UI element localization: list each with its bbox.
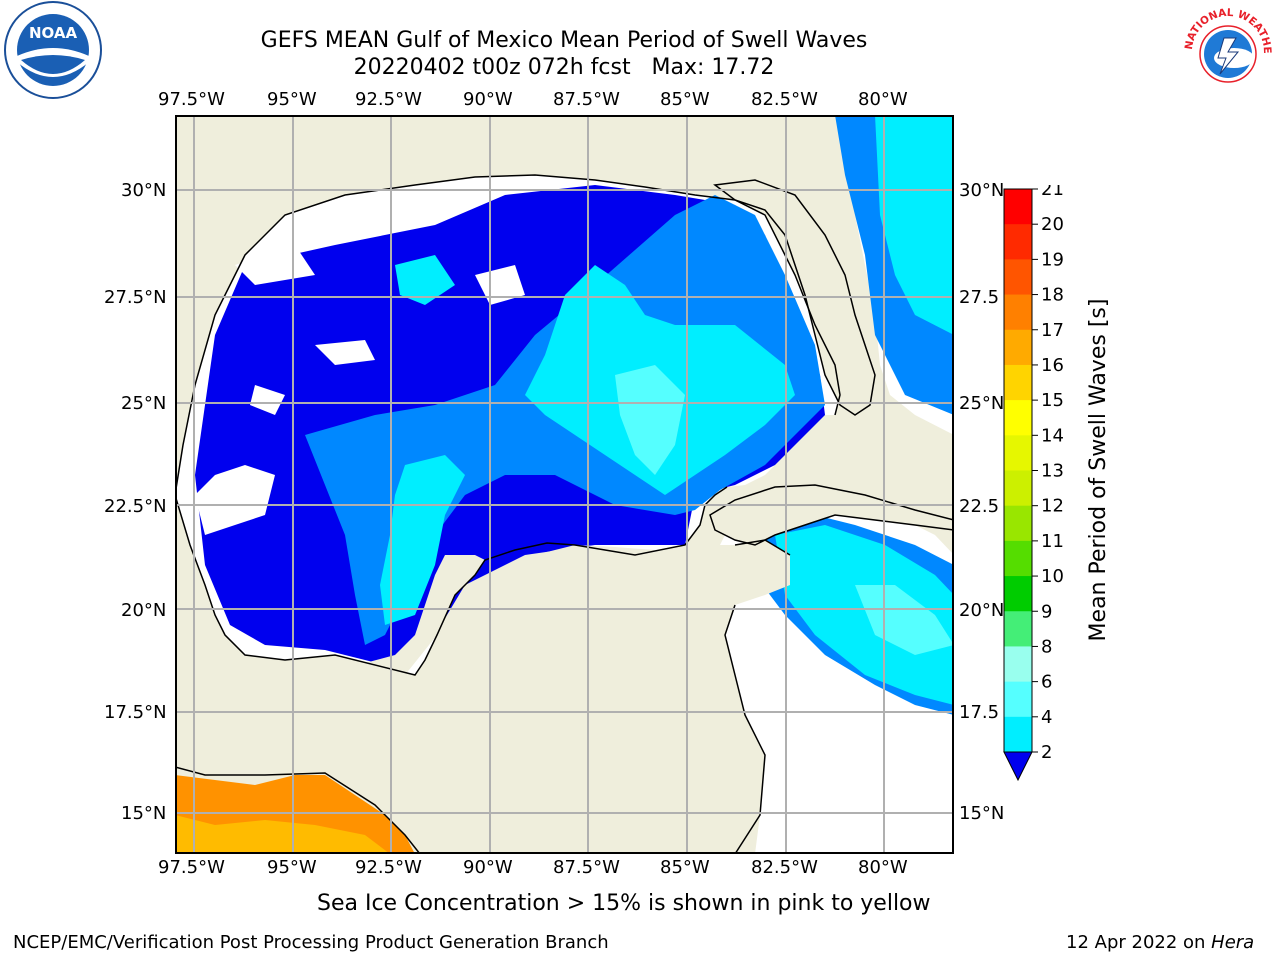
lon-label-top: 82.5°W (751, 89, 818, 110)
colorbar-tick-label: 18 (1041, 285, 1064, 306)
colorbar-tick-label: 8 (1041, 636, 1052, 657)
lon-label-bottom: 95°W (267, 857, 317, 878)
lon-label-bottom: 97.5°W (158, 857, 225, 878)
colorbar-swatch (1004, 470, 1032, 507)
colorbar-tick-label: 11 (1041, 531, 1064, 552)
lat-label-left: 15°N (121, 803, 167, 824)
colorbar-tick-label: 21 (1041, 185, 1064, 200)
coastline (175, 174, 841, 854)
colorbar-swatch (1004, 716, 1032, 753)
colorbar-tick-label: 2 (1041, 742, 1052, 763)
colorbar-label: Mean Period of Swell Waves [s] (1086, 298, 1111, 642)
colorbar-swatch (1004, 611, 1032, 647)
colorbar-swatch (1004, 294, 1032, 331)
lon-label-top: 87.5°W (553, 89, 620, 110)
lat-label-left: 27.5°N (104, 287, 167, 308)
colorbar-tick-label: 16 (1041, 355, 1064, 376)
gulf-map (175, 115, 954, 854)
colorbar-tick-label: 19 (1041, 249, 1064, 270)
title-line1: GEFS MEAN Gulf of Mexico Mean Period of … (260, 28, 868, 53)
lat-label-right: 22.5 (959, 496, 1000, 517)
colorbar-swatch (1004, 681, 1032, 718)
footer-date: 12 Apr 2022 on (1066, 932, 1212, 953)
colorbar-swatch (1004, 540, 1032, 577)
lon-label-top: 95°W (267, 89, 317, 110)
footer-left: NCEP/EMC/Verification Post Processing Pr… (13, 932, 609, 953)
lon-label-bottom: 80°W (858, 857, 908, 878)
florida (713, 179, 876, 416)
colorbar-swatch (1004, 259, 1032, 296)
noaa-logo: NOAA (4, 1, 102, 99)
lat-label-right: 20°N (959, 600, 1005, 621)
footer-machine: Hera (1211, 932, 1255, 953)
lon-label-top: 85°W (660, 89, 710, 110)
lon-label-bottom: 85°W (660, 857, 710, 878)
lat-label-left: 30°N (121, 180, 167, 201)
colorbar-tick-label: 6 (1041, 672, 1052, 693)
colorbar-ticks: 21 20 19 18 17 16 15 14 13 12 11 10 9 8 6 4 2 (1032, 185, 1064, 763)
lon-label-top: 90°W (463, 89, 513, 110)
colorbar-tick-label: 14 (1041, 425, 1064, 446)
lon-label-top: 97.5°W (158, 89, 225, 110)
colorbar-swatch (1004, 224, 1032, 260)
lat-label-left: 22.5°N (104, 496, 167, 517)
lat-label-left: 25°N (121, 393, 167, 414)
lat-label-right: 30°N (959, 180, 1005, 201)
caption: Sea Ice Concentration > 15% is shown in … (317, 891, 931, 916)
colorbar-swatch (1004, 505, 1032, 542)
lat-label-right: 15°N (959, 803, 1005, 824)
lat-label-left: 17.5°N (104, 702, 167, 723)
lon-label-bottom: 87.5°W (553, 857, 620, 878)
colorbar-swatch (1004, 576, 1032, 612)
colorbar-tick-label: 15 (1041, 390, 1064, 411)
colorbar-tick-label: 20 (1041, 214, 1064, 235)
colorbar-swatch (1004, 189, 1032, 225)
lat-label-left: 20°N (121, 600, 167, 621)
lon-label-bottom: 90°W (463, 857, 513, 878)
lat-label-right: 25°N (959, 393, 1005, 414)
colorbar-swatch (1004, 400, 1032, 436)
lat-label-right: 27.5 (959, 287, 1000, 308)
colorbar-swatch (1004, 329, 1032, 366)
yucatan (465, 540, 790, 854)
colorbar-swatch (1004, 435, 1032, 471)
colorbar-swatch (1004, 646, 1032, 683)
colorbar-tick-label: 4 (1041, 707, 1052, 728)
nws-logo: NATIONAL WEATHER SERVICE (1178, 2, 1275, 99)
lon-label-top: 80°W (858, 89, 908, 110)
lon-label-bottom: 92.5°W (355, 857, 422, 878)
colorbar-tick-label: 12 (1041, 496, 1064, 517)
lon-label-top: 92.5°W (355, 89, 422, 110)
lon-label-bottom: 82.5°W (751, 857, 818, 878)
colorbar-extend-arrow (1003, 751, 1033, 782)
gridlines (175, 115, 954, 854)
colorbar-tick-label: 17 (1041, 320, 1064, 341)
colorbar: 21 20 19 18 17 16 15 14 13 12 11 10 9 8 6 4 2 (1003, 185, 1064, 782)
title-line2: 20220402 t00z 072h fcst Max: 17.72 (353, 55, 775, 80)
lat-label-right: 17.5 (959, 702, 1000, 723)
noaa-logo-text: NOAA (29, 24, 78, 42)
colorbar-swatches (1004, 189, 1032, 753)
colorbar-tick-label: 13 (1041, 461, 1064, 482)
colorbar-tick-label: 10 (1041, 566, 1064, 587)
colorbar-swatch (1004, 364, 1032, 401)
map-frame (175, 115, 954, 854)
colorbar-tick-label: 9 (1041, 601, 1052, 622)
footer-right: 12 Apr 2022 on Hera (1066, 932, 1254, 953)
